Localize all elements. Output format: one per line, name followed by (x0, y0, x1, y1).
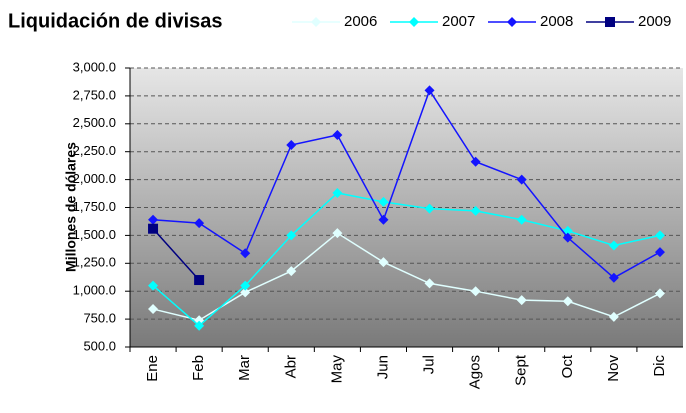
series-line (152, 232, 661, 322)
point (378, 257, 389, 268)
point (470, 205, 481, 216)
x-tick-label: Sept (513, 354, 530, 386)
y-tick-label: 2,250.0 (73, 143, 116, 158)
point (654, 247, 665, 258)
point (286, 140, 297, 151)
point (424, 278, 435, 289)
x-tick-label: Agos (467, 355, 484, 389)
y-tick-label: 1,000.0 (73, 283, 116, 298)
point (608, 272, 619, 283)
point (332, 187, 343, 198)
x-tick-label: Dic (651, 355, 668, 377)
point (194, 218, 205, 229)
point (516, 295, 527, 306)
point (378, 196, 389, 207)
point (654, 230, 665, 241)
point (286, 266, 297, 277)
legend-marker (409, 17, 419, 27)
y-tick-label: 3,000.0 (73, 59, 116, 74)
series-line (152, 228, 200, 281)
point (240, 287, 251, 298)
y-tick-label: 750.0 (83, 311, 116, 326)
point (378, 214, 389, 225)
x-tick-label: Abr (282, 355, 299, 378)
point (332, 228, 343, 239)
y-tick-label: 2,750.0 (73, 87, 116, 102)
legend-label: 2007 (442, 13, 475, 30)
x-tick-label: Oct (559, 354, 576, 378)
x-tick-label: Ene (144, 355, 161, 382)
point (424, 203, 435, 214)
y-tick-label: 2,000.0 (73, 171, 116, 186)
x-tick-label: Mar (236, 355, 253, 381)
y-tick-label: 1,250.0 (73, 255, 116, 270)
point (148, 304, 159, 315)
x-tick-label: Nov (605, 355, 622, 382)
point (562, 296, 573, 307)
point (516, 214, 527, 225)
x-tick-label: May (328, 355, 345, 384)
point (516, 174, 527, 185)
series-line (152, 192, 661, 327)
legend-label: 2006 (344, 13, 377, 30)
point (148, 223, 159, 234)
legend-marker (311, 17, 321, 27)
chart-title: Liquidación de divisas (8, 10, 223, 32)
point (194, 320, 205, 331)
y-tick-label: 500.0 (83, 338, 116, 353)
legend-marker (605, 17, 615, 27)
point (470, 286, 481, 297)
point (286, 230, 297, 241)
point (194, 275, 205, 286)
point (424, 85, 435, 96)
point (240, 280, 251, 291)
point (654, 288, 665, 299)
point (148, 214, 159, 225)
point (608, 240, 619, 251)
point (608, 311, 619, 322)
legend-marker (507, 17, 517, 27)
point (562, 232, 573, 243)
legend-label: 2009 (638, 13, 671, 30)
x-tick-label: Feb (190, 355, 207, 381)
point (470, 156, 481, 167)
y-tick-label: 1,750.0 (73, 199, 116, 214)
point (332, 129, 343, 140)
y-tick-label: 2,500.0 (73, 115, 116, 130)
point (240, 248, 251, 259)
x-tick-label: Jun (374, 355, 391, 379)
series-line (152, 88, 661, 279)
x-tick-label: Jul (421, 355, 438, 374)
point (148, 280, 159, 291)
y-axis-label: Millones de dólares (63, 142, 79, 272)
y-tick-label: 1,500.0 (73, 227, 116, 242)
legend-label: 2008 (540, 13, 573, 30)
